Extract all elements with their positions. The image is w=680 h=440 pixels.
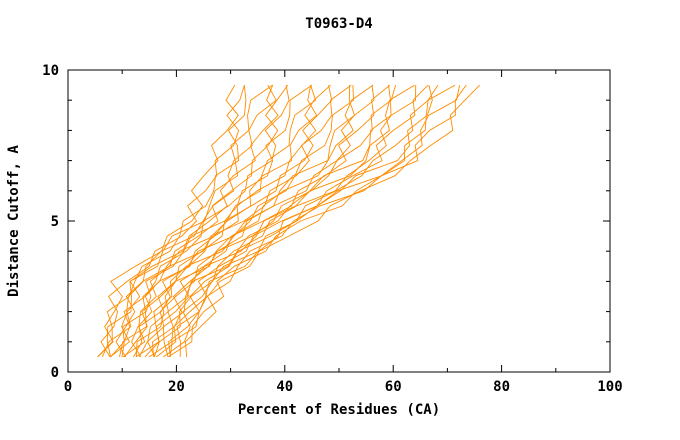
- model-curve: [131, 84, 332, 358]
- model-curve: [184, 84, 481, 357]
- y-tick-label: 5: [51, 214, 59, 230]
- model-curve: [144, 84, 391, 358]
- x-tick-label: 60: [385, 379, 402, 395]
- model-curve: [100, 84, 245, 358]
- chart-title: T0963-D4: [305, 16, 372, 32]
- model-curve: [152, 84, 397, 357]
- model-curve: [124, 85, 333, 358]
- x-axis-label: Percent of Residues (CA): [238, 402, 440, 418]
- model-curve: [162, 84, 415, 358]
- model-curve: [97, 85, 247, 358]
- x-tick-label: 100: [597, 379, 622, 395]
- series-lines: [97, 84, 481, 358]
- x-tick-label: 80: [493, 379, 510, 395]
- model-curve: [153, 85, 417, 358]
- model-curve: [163, 85, 433, 358]
- model-curve: [110, 85, 290, 358]
- y-tick-label: 0: [51, 365, 59, 381]
- model-curve: [148, 85, 392, 358]
- model-curve: [101, 84, 277, 358]
- x-tick-label: 20: [168, 379, 185, 395]
- model-curve: [167, 84, 467, 358]
- x-tick-label: 40: [276, 379, 293, 395]
- model-curve: [135, 85, 356, 358]
- axis-ticks: [67, 69, 611, 373]
- model-curve: [110, 84, 279, 358]
- y-tick-label: 10: [42, 63, 59, 79]
- model-curve: [138, 85, 375, 358]
- y-axis-label: Distance Cutoff, A: [6, 145, 22, 297]
- model-curve: [135, 85, 354, 357]
- model-curve: [133, 84, 352, 358]
- plot-frame: [67, 69, 611, 373]
- model-curve: [97, 84, 239, 358]
- axis-tick-labels: 0 20 40 60 80 100 0 5 10: [42, 63, 623, 395]
- model-curve: [147, 84, 374, 358]
- model-curve: [115, 84, 289, 358]
- x-tick-label: 0: [64, 379, 72, 395]
- model-curve: [122, 85, 318, 358]
- model-curve: [156, 84, 429, 358]
- model-curve: [169, 85, 461, 357]
